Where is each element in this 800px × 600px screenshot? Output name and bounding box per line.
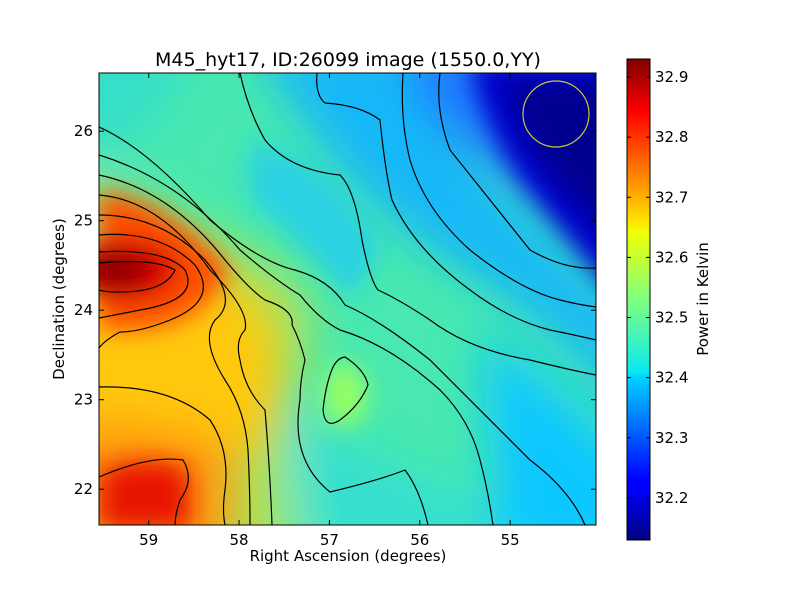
colorbar-tick-label: 32.3 bbox=[655, 429, 688, 447]
y-axis-label: Declination (degrees) bbox=[50, 218, 68, 380]
colorbar-tick-label: 32.2 bbox=[655, 489, 688, 507]
y-tick-label: 24 bbox=[74, 301, 93, 319]
x-tick-label: 56 bbox=[410, 531, 429, 549]
x-tick-label: 55 bbox=[501, 531, 520, 549]
colorbar-gradient bbox=[626, 58, 651, 541]
plot-frame bbox=[98, 72, 597, 526]
chart-title: M45_hyt17, ID:26099 image (1550.0,YY) bbox=[155, 49, 541, 71]
colorbar-tick-label: 32.4 bbox=[655, 369, 688, 387]
beam-circle bbox=[522, 80, 590, 148]
y-tick-label: 23 bbox=[74, 391, 93, 409]
colorbar-tick-label: 32.8 bbox=[655, 128, 688, 146]
colorbar-tick-label: 32.7 bbox=[655, 188, 688, 206]
x-axis: 59 58 57 56 55 Right Ascension (degrees) bbox=[139, 73, 520, 565]
x-tick-label: 57 bbox=[320, 531, 339, 549]
colorbar: 32.2 32.3 32.4 32.5 32.6 32.7 32.8 32.9 Power i… bbox=[626, 58, 712, 541]
colorbar-tick-label: 32.5 bbox=[655, 309, 688, 327]
colorbar-tick-label: 32.9 bbox=[655, 68, 688, 86]
y-tick-label: 25 bbox=[74, 212, 93, 230]
y-tick-label: 22 bbox=[74, 480, 93, 498]
colorbar-label: Power in Kelvin bbox=[694, 242, 712, 356]
x-axis-label: Right Ascension (degrees) bbox=[250, 547, 447, 565]
y-tick-label: 26 bbox=[74, 122, 93, 140]
y-axis: 22 23 24 25 26 Declination (degrees) bbox=[50, 122, 596, 498]
x-tick-label: 58 bbox=[230, 531, 249, 549]
heatmap-image bbox=[99, 73, 596, 525]
contour-lines bbox=[99, 73, 596, 525]
colorbar-tick-label: 32.6 bbox=[655, 248, 688, 266]
x-tick-label: 59 bbox=[139, 531, 158, 549]
